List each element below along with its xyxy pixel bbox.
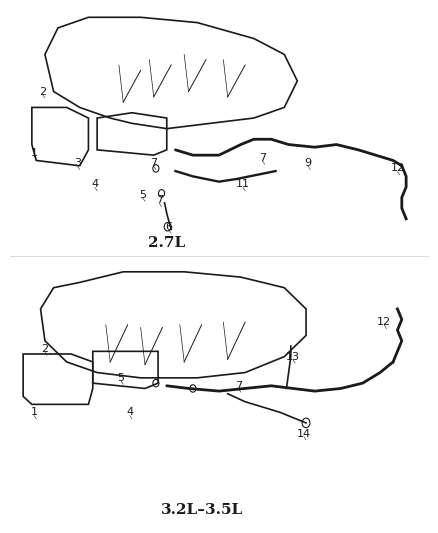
Text: 3: 3 <box>74 158 81 168</box>
Text: 4: 4 <box>126 407 133 417</box>
Text: 14: 14 <box>297 429 311 439</box>
Text: 7: 7 <box>156 195 163 205</box>
Text: 1: 1 <box>31 148 38 158</box>
Text: 12: 12 <box>377 317 392 327</box>
Text: 7: 7 <box>150 158 157 168</box>
Text: 7: 7 <box>235 381 242 391</box>
Text: 2: 2 <box>39 86 46 96</box>
Text: 1: 1 <box>31 407 38 417</box>
Text: 11: 11 <box>236 179 250 189</box>
Text: 6: 6 <box>166 222 173 232</box>
Text: 12: 12 <box>390 164 405 173</box>
Text: 13: 13 <box>286 352 300 361</box>
Text: 2.7L: 2.7L <box>148 236 185 249</box>
Text: 5: 5 <box>139 190 146 200</box>
Text: 3.2L–3.5L: 3.2L–3.5L <box>160 503 243 518</box>
Text: 2: 2 <box>41 344 49 354</box>
Text: 4: 4 <box>92 179 99 189</box>
Text: 7: 7 <box>259 153 266 163</box>
Text: 9: 9 <box>305 158 312 168</box>
Text: 5: 5 <box>117 373 124 383</box>
